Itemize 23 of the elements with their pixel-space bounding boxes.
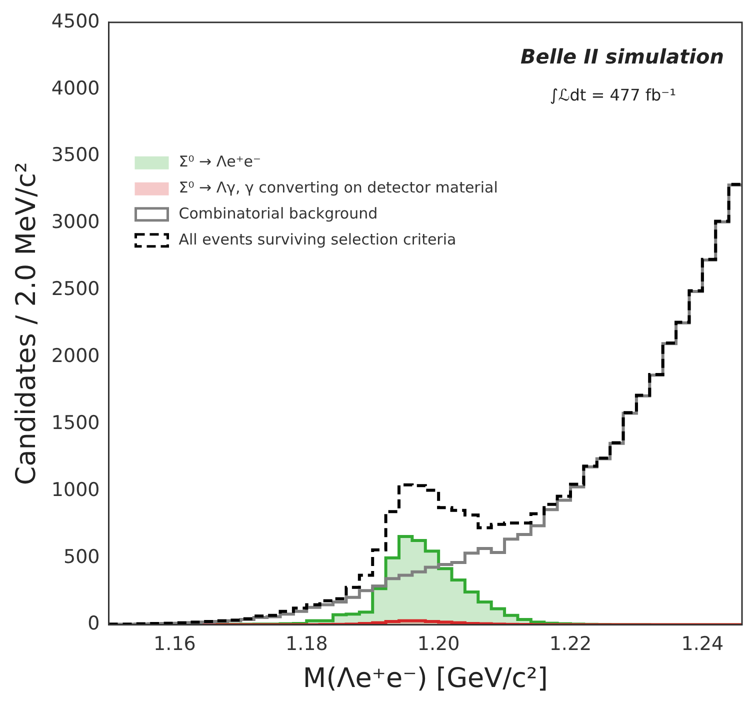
y-tick-label: 4000 (51, 77, 100, 100)
x-tick-label: 1.20 (417, 633, 460, 656)
x-tick-label: 1.18 (285, 633, 328, 656)
legend-label: Σ⁰ → Λe⁺e⁻ (178, 152, 261, 170)
y-tick-label: 0 (88, 612, 100, 635)
y-tick-label: 500 (63, 546, 100, 568)
y-axis-title: Candidates / 2.0 MeV/c² (11, 162, 42, 486)
y-tick-label: 2500 (51, 278, 100, 300)
legend-label: Σ⁰ → Λγ, γ converting on detector material (178, 178, 498, 196)
y-tick-label: 3000 (51, 211, 100, 234)
y-tick-label: 4500 (51, 10, 100, 32)
y-tick-label: 1000 (51, 478, 100, 501)
annotation: ∫ℒdt = 477 fb⁻¹ (550, 86, 676, 105)
x-tick-label: 1.22 (549, 633, 592, 656)
x-tick-label: 1.16 (154, 633, 196, 656)
x-tick-label: 1.24 (681, 633, 724, 656)
y-tick-label: 2000 (51, 345, 100, 368)
x-axis-title: M(Λe⁺e⁻) [GeV/c²] (302, 662, 548, 694)
legend-label: All events surviving selection criteria (178, 230, 456, 248)
y-tick-label: 3500 (51, 144, 100, 166)
annotation: Belle II simulation (520, 44, 724, 69)
legend-label: Combinatorial background (178, 204, 378, 222)
y-tick-label: 1500 (51, 412, 100, 434)
